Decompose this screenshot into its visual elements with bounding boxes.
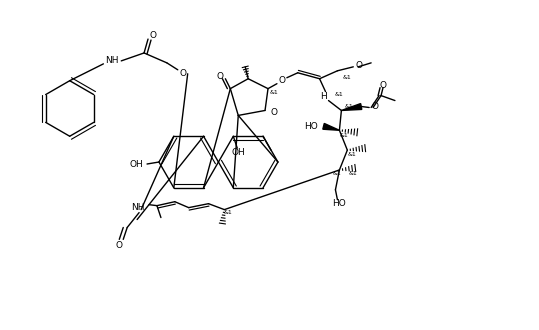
Text: &1: &1	[340, 133, 349, 138]
Text: OH: OH	[129, 159, 143, 169]
Text: &1: &1	[349, 171, 358, 177]
Polygon shape	[341, 104, 362, 111]
Text: O: O	[379, 81, 386, 90]
Text: O: O	[179, 69, 186, 78]
Text: &1: &1	[270, 90, 279, 95]
Text: NH: NH	[132, 203, 145, 212]
Text: O: O	[149, 31, 156, 40]
Text: &1: &1	[342, 75, 351, 80]
Text: &1: &1	[345, 104, 354, 109]
Text: OH: OH	[231, 148, 245, 157]
Text: &1: &1	[333, 171, 342, 177]
Text: O: O	[279, 76, 285, 85]
Text: O: O	[116, 241, 123, 250]
Text: O: O	[355, 61, 362, 70]
Text: NH: NH	[106, 56, 119, 65]
Text: H: H	[320, 92, 327, 101]
Text: HO: HO	[333, 199, 346, 208]
Text: &1: &1	[224, 210, 233, 215]
Text: HO: HO	[304, 122, 317, 131]
Text: O: O	[271, 108, 278, 117]
Polygon shape	[323, 123, 340, 130]
Text: O: O	[371, 102, 378, 111]
Text: &1: &1	[335, 92, 344, 97]
Text: &1: &1	[348, 151, 357, 157]
Text: O: O	[217, 72, 224, 81]
